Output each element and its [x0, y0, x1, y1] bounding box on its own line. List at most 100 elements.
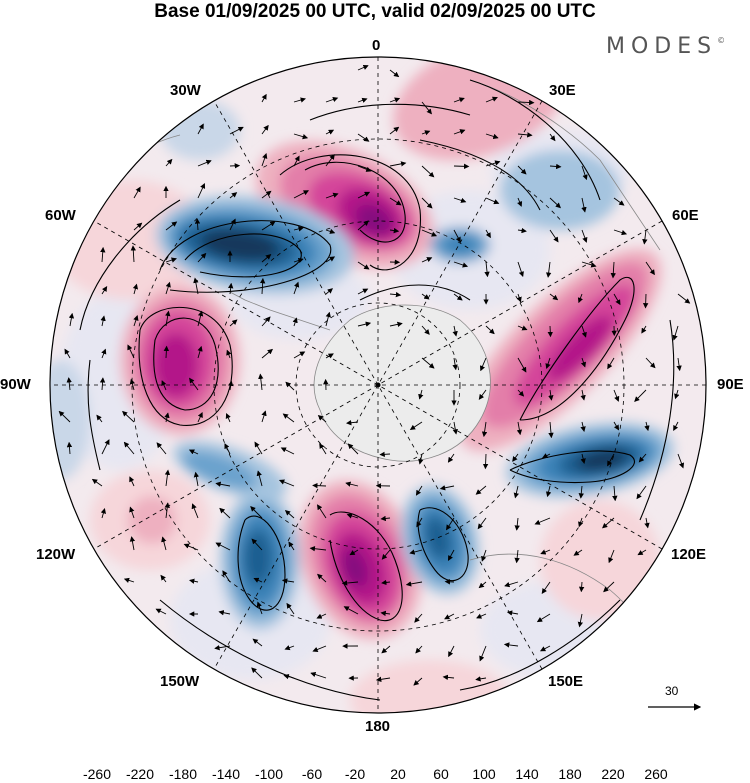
wind-arrow: [381, 579, 391, 586]
wind-arrow: [254, 441, 263, 455]
wind-arrow: [485, 229, 491, 239]
wind-arrow: [379, 451, 391, 458]
wind-arrow: [189, 578, 199, 584]
label-lon-0: 0: [372, 37, 381, 54]
wind-arrow: [225, 412, 231, 423]
wind-arrow: [325, 129, 335, 135]
wind-arrow: [581, 229, 588, 243]
wind-arrow: [516, 293, 522, 303]
wind-arrow: [415, 645, 423, 654]
wind-arrow: [517, 99, 535, 106]
wind-arrow: [156, 442, 167, 455]
streamline: [359, 284, 471, 301]
wind-arrow: [261, 221, 276, 231]
wind-arrow: [312, 645, 327, 653]
wind-arrow: [677, 293, 691, 304]
colorbar-label: -260: [82, 766, 112, 782]
wind-arrow: [380, 515, 391, 522]
wind-arrow: [613, 229, 628, 236]
wind-arrow: [548, 421, 554, 439]
wind-arrow: [672, 325, 679, 341]
streamline: [79, 199, 181, 331]
wind-arrow: [189, 377, 199, 391]
wind-arrow: [421, 357, 435, 369]
wind-arrow: [545, 357, 551, 370]
wind-arrow: [224, 443, 231, 455]
wind-arrow: [325, 256, 336, 263]
wind-arrow: [439, 485, 455, 491]
wind-arrow: [541, 581, 551, 594]
wind-arrow: [101, 348, 107, 359]
wind-arrow: [183, 543, 199, 551]
wind-arrow: [578, 581, 585, 593]
wind-arrow: [227, 282, 234, 295]
south-pole-marker: [375, 382, 381, 388]
wind-arrow: [389, 321, 403, 327]
wind-arrow: [286, 602, 295, 615]
streamline: [509, 450, 635, 484]
wind-arrow: [413, 677, 423, 686]
wind-arrow: [485, 133, 499, 139]
wind-arrow: [578, 485, 584, 499]
anomaly-region: [244, 530, 272, 586]
wind-arrow: [261, 254, 272, 263]
wind-arrow: [325, 154, 335, 167]
wind-arrow: [127, 344, 135, 359]
wind-arrow: [349, 549, 359, 556]
wind-arrow: [452, 325, 458, 337]
wind-arrow: [549, 163, 562, 170]
wind-arrow: [516, 421, 523, 436]
anomaly-region: [182, 451, 258, 489]
wind-arrow: [644, 421, 650, 432]
wind-arrow: [607, 453, 615, 467]
parallel-circle: [295, 302, 461, 468]
wind-arrow: [251, 667, 263, 679]
wind-arrow: [133, 315, 139, 327]
wind-arrow: [123, 441, 135, 455]
wind-arrow: [389, 97, 401, 103]
colorbar-label: -180: [168, 766, 198, 782]
wind-arrow: [357, 261, 370, 270]
wind-arrow: [229, 319, 238, 327]
colorbar-labels: -260 -220 -180 -140 -100 -60 -20 20 60 100 140 180 2…: [0, 766, 750, 783]
wind-arrow: [191, 503, 199, 519]
wind-arrow: [641, 325, 647, 334]
wind-arrow: [133, 222, 143, 231]
wind-arrow: [310, 671, 327, 679]
wind-arrow: [421, 325, 430, 335]
wind-arrow: [165, 310, 171, 327]
brand-logo: MODES©: [606, 34, 726, 59]
wind-arrow: [475, 676, 487, 682]
wind-arrow: [261, 190, 272, 199]
wind-arrow: [357, 133, 370, 142]
wind-arrow: [673, 421, 679, 431]
colorbar-label: 220: [601, 766, 625, 782]
wind-arrow: [155, 608, 167, 615]
wind-arrow: [261, 93, 267, 103]
wind-arrow: [101, 286, 108, 295]
streamline: [279, 154, 421, 271]
wind-arrow: [389, 291, 402, 298]
wind-arrow: [343, 606, 359, 615]
wind-arrow: [580, 421, 586, 432]
wind-arrow: [214, 645, 231, 651]
wind-arrow: [421, 130, 431, 136]
anomaly-region: [540, 500, 660, 620]
wind-arrow: [293, 281, 300, 295]
polar-map: [49, 56, 707, 714]
wind-arrow: [325, 288, 333, 295]
wind-arrow: [99, 377, 106, 391]
wind-arrow: [317, 415, 327, 423]
wind-arrow: [577, 613, 584, 628]
wind-arrow: [165, 158, 173, 167]
wind-arrow: [325, 96, 339, 103]
colorbar-label: 100: [472, 766, 496, 782]
wind-arrow: [161, 536, 167, 551]
wind-arrow: [347, 443, 359, 455]
streamline: [419, 139, 541, 211]
wind-arrow: [485, 325, 495, 335]
wind-arrow: [517, 389, 525, 397]
wind-arrow: [261, 124, 269, 135]
wind-arrow: [380, 610, 391, 617]
wind-arrow: [319, 443, 327, 455]
